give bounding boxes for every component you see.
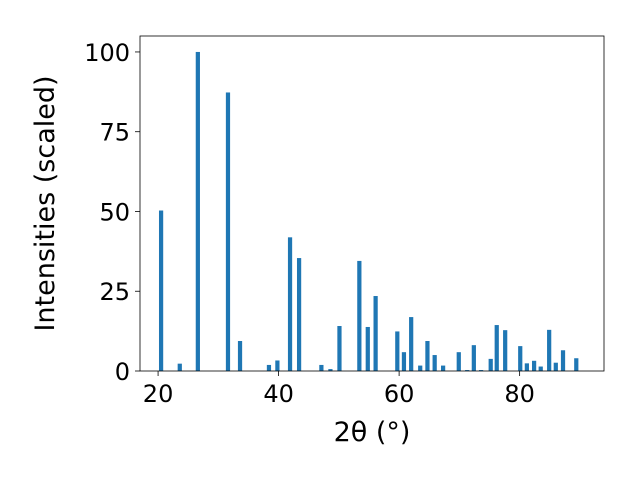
y-tick-label: 25: [99, 278, 130, 306]
y-axis-label: Intensities (scaled): [30, 75, 61, 331]
bar: [158, 210, 164, 371]
bar: [365, 326, 370, 371]
bar: [518, 346, 523, 371]
bar: [494, 325, 499, 371]
bar: [237, 341, 243, 371]
bar: [328, 369, 333, 371]
bar: [538, 366, 543, 371]
bar: [177, 363, 182, 371]
bar: [503, 330, 508, 371]
bar-series: [158, 51, 579, 371]
x-tick-label: 60: [384, 380, 415, 408]
bar: [560, 350, 566, 371]
bar: [337, 326, 342, 371]
bar: [195, 51, 200, 371]
bar: [418, 365, 423, 371]
bar: [401, 352, 407, 371]
x-tick-label: 80: [504, 380, 535, 408]
x-axis-ticks: 20 40 60 80: [143, 371, 535, 408]
bar: [531, 360, 537, 371]
bar: [456, 352, 461, 371]
bar: [432, 355, 437, 371]
bar: [425, 341, 430, 371]
bar: [319, 364, 324, 371]
bar: [478, 370, 484, 371]
bar: [488, 358, 493, 371]
y-tick-label: 75: [99, 119, 130, 147]
y-tick-label: 0: [115, 358, 130, 386]
y-tick-label: 50: [99, 198, 130, 226]
bar: [373, 296, 378, 371]
bar: [574, 358, 579, 371]
bar: [409, 317, 414, 371]
bar: [357, 260, 362, 371]
x-tick-label: 40: [263, 380, 294, 408]
y-tick-label: 100: [84, 39, 130, 67]
bar: [395, 331, 400, 371]
bar: [547, 329, 552, 371]
bar: [225, 92, 231, 371]
bar: [524, 363, 529, 371]
bar: [465, 370, 470, 371]
bar: [287, 237, 293, 371]
y-axis-ticks: 0 25 50 75 100: [84, 39, 140, 386]
bar: [553, 362, 558, 371]
bar: [440, 365, 446, 371]
bar: [266, 364, 272, 371]
bar: [275, 360, 280, 371]
x-axis-label: 2θ (°): [334, 417, 411, 448]
bar: [296, 258, 302, 371]
bar: [471, 345, 476, 371]
x-tick-label: 20: [143, 380, 174, 408]
plot-frame: [139, 35, 605, 372]
